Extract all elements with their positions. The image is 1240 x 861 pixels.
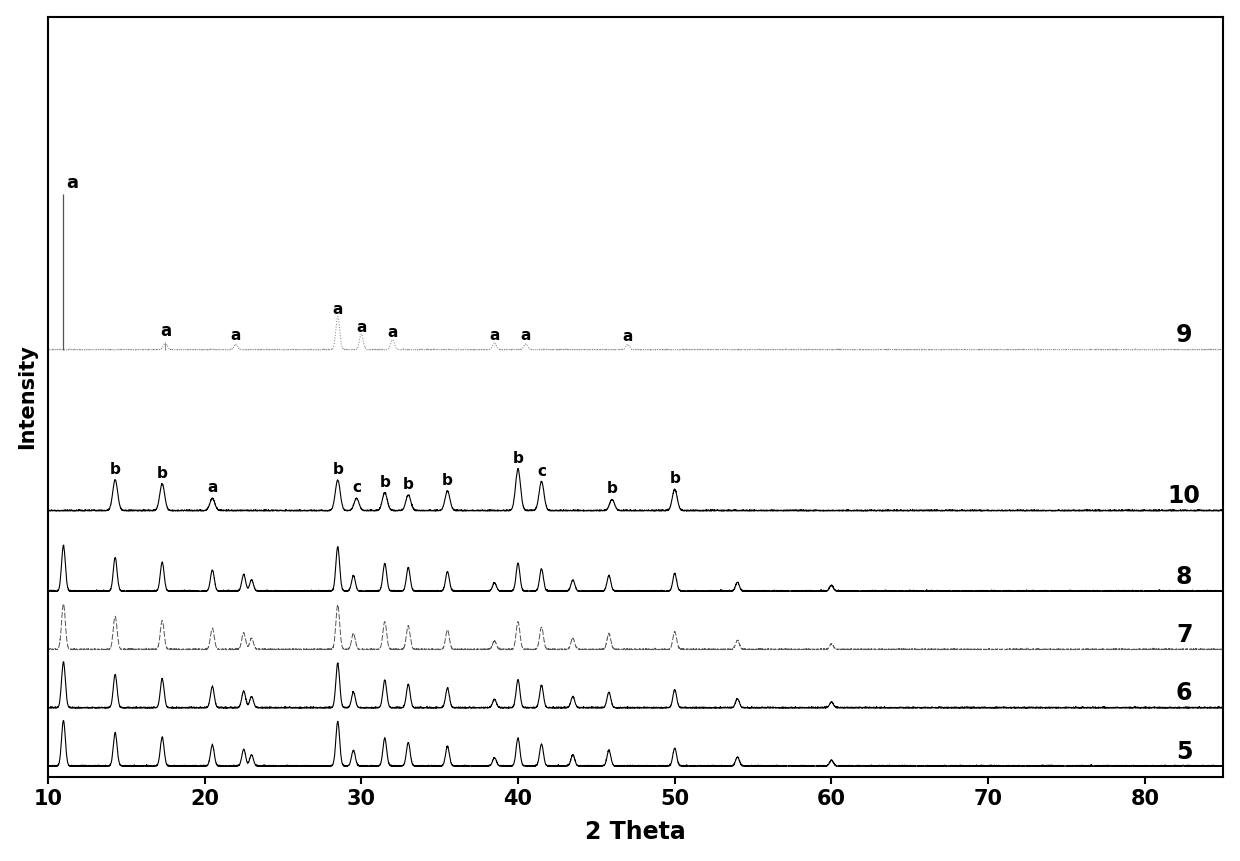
X-axis label: 2 Theta: 2 Theta [585,821,686,845]
Text: a: a [160,322,171,340]
Text: a: a [67,174,78,192]
Text: 9: 9 [1176,323,1193,347]
Text: a: a [387,325,398,340]
Text: b: b [670,472,681,486]
Text: 10: 10 [1168,484,1200,508]
Text: b: b [109,462,120,477]
Text: a: a [622,329,632,344]
Text: a: a [207,480,217,495]
Text: a: a [356,320,367,336]
Text: c: c [352,480,361,495]
Text: b: b [441,473,453,488]
Text: 6: 6 [1176,681,1193,705]
Text: b: b [156,466,167,481]
Text: a: a [490,328,500,344]
Text: b: b [512,451,523,466]
Text: a: a [231,328,241,344]
Text: a: a [521,328,531,344]
Text: 8: 8 [1176,565,1193,589]
Text: b: b [606,481,618,497]
Text: b: b [403,477,414,492]
Text: c: c [537,464,546,479]
Text: 5: 5 [1176,740,1193,764]
Text: b: b [379,474,391,490]
Text: b: b [332,462,343,477]
Y-axis label: Intensity: Intensity [16,344,37,449]
Text: a: a [332,302,343,317]
Text: 7: 7 [1176,623,1193,647]
